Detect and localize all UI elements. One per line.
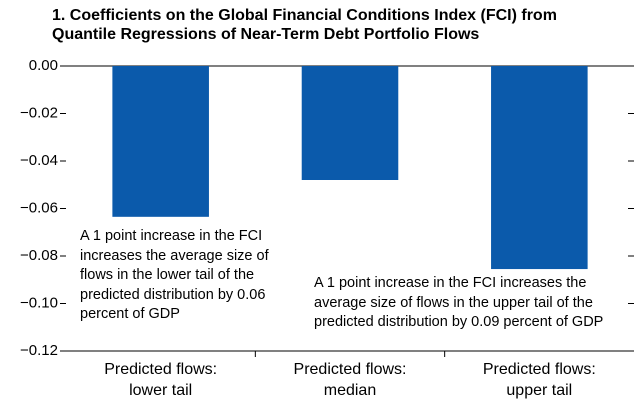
bar — [301, 66, 399, 180]
x-tick-label: Predicted flows: upper tail — [482, 361, 596, 399]
chart-title: 1. Coefficients on the Global Financial … — [52, 7, 557, 43]
chart-title-box: 1. Coefficients on the Global Financial … — [0, 6, 644, 44]
y-tick-label: −0.12 — [20, 342, 58, 359]
bar — [112, 66, 209, 217]
y-tick-label: −0.10 — [20, 294, 58, 311]
bar — [491, 66, 588, 270]
x-tick-label: Predicted flows: lower tail — [104, 361, 218, 399]
y-tick-label: −0.08 — [20, 247, 58, 264]
x-tick-label: Predicted flows: median — [293, 361, 407, 399]
annotation: A 1 point increase in the FCI increases … — [314, 275, 604, 330]
y-tick-label: −0.06 — [20, 199, 58, 216]
y-tick-label: −0.04 — [20, 152, 58, 169]
y-tick-label: −0.02 — [20, 104, 58, 121]
annotation: A 1 point increase in the FCI increases … — [80, 228, 269, 322]
y-tick-label: 0.00 — [29, 57, 58, 74]
